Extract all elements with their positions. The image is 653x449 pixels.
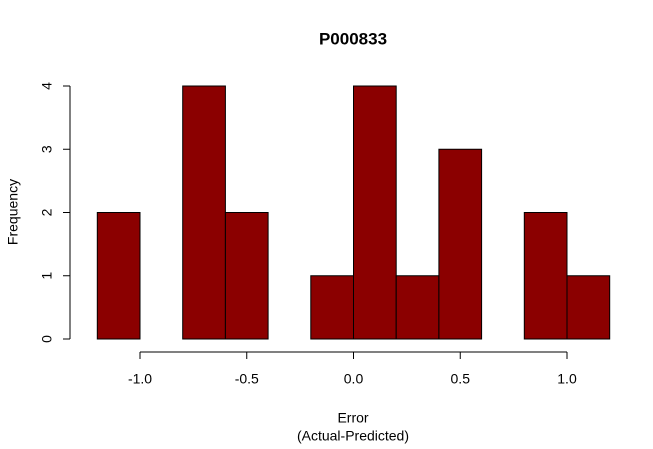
x-tick-label: 1.0 [557, 371, 577, 387]
y-tick-label: 4 [39, 82, 55, 90]
x-axis-label: Error [337, 410, 368, 426]
bar [395, 275, 440, 340]
bar [310, 275, 354, 340]
bar [224, 212, 269, 340]
x-tick-label: 0.5 [451, 371, 471, 387]
y-tick-label: 1 [39, 272, 55, 280]
x-tick-label: -0.5 [235, 371, 259, 387]
y-tick-label: 0 [39, 335, 55, 343]
x-tick-label: -1.0 [128, 371, 152, 387]
y-tick-label: 3 [39, 145, 55, 153]
bar [353, 85, 397, 340]
bar [566, 275, 611, 340]
x-tick-label: 0.0 [344, 371, 364, 387]
y-tick-label: 2 [39, 208, 55, 216]
x-axis-label: (Actual-Predicted) [297, 428, 409, 444]
y-axis-label: Frequency [5, 179, 21, 245]
bar [96, 212, 141, 340]
bar [438, 148, 483, 340]
bar [523, 212, 568, 340]
chart-title: P000833 [319, 29, 387, 48]
bar [182, 85, 226, 340]
